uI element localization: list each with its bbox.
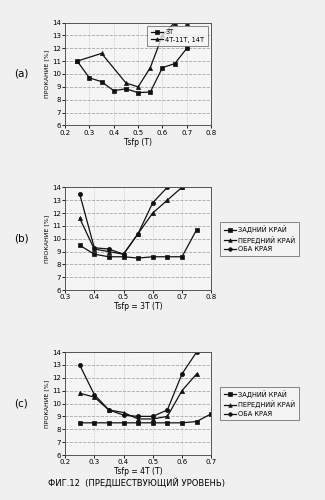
Line: ОБА КРАЯ: ОБА КРАЯ: [78, 350, 199, 418]
ОБА КРАЯ: [78, 190, 82, 196]
3T: [161, 64, 164, 70]
ПЕРЕДНИЙ КРАЙ: [195, 371, 199, 377]
4T-11T, 14T: [185, 20, 189, 26]
4T-11T, 14T: [136, 84, 140, 90]
ПЕРЕДНИЙ КРАЙ: [122, 410, 125, 416]
ЗАДНИЙ КРАЙ: [122, 420, 125, 426]
Text: ФИГ.12  (ПРЕДШЕСТВУЮЩИЙ УРОВЕНЬ): ФИГ.12 (ПРЕДШЕСТВУЮЩИЙ УРОВЕНЬ): [48, 478, 225, 488]
Line: 3T: 3T: [75, 46, 189, 94]
3T: [185, 45, 189, 51]
ЗАДНИЙ КРАЙ: [151, 254, 155, 260]
Y-axis label: ПРОКАНИЕ [%]: ПРОКАНИЕ [%]: [45, 214, 50, 263]
X-axis label: Tsfp = 4T (T): Tsfp = 4T (T): [114, 468, 162, 476]
Line: ЗАДНИЙ КРАЙ: ЗАДНИЙ КРАЙ: [78, 228, 199, 260]
ПЕРЕДНИЙ КРАЙ: [92, 394, 96, 400]
ЗАДНИЙ КРАЙ: [78, 420, 82, 426]
3T: [124, 86, 128, 92]
ОБА КРАЯ: [122, 412, 125, 418]
3T: [173, 60, 177, 66]
ЗАДНИЙ КРАЙ: [136, 420, 140, 426]
ЗАДНИЙ КРАЙ: [92, 420, 96, 426]
ОБА КРАЯ: [151, 414, 155, 420]
ЗАДНИЙ КРАЙ: [92, 251, 96, 257]
Text: (a): (a): [14, 69, 28, 79]
ПЕРЕДНИЙ КРАЙ: [165, 197, 169, 203]
Legend: ЗАДНИЙ КРАЙ, ПЕРЕДНИЙ КРАЙ, ОБА КРАЯ: ЗАДНИЙ КРАЙ, ПЕРЕДНИЙ КРАЙ, ОБА КРАЯ: [220, 222, 299, 256]
ПЕРЕДНИЙ КРАЙ: [180, 388, 184, 394]
Line: ЗАДНИЙ КРАЙ: ЗАДНИЙ КРАЙ: [78, 412, 213, 425]
Line: ПЕРЕДНИЙ КРАЙ: ПЕРЕДНИЙ КРАЙ: [78, 372, 199, 421]
ЗАДНИЙ КРАЙ: [180, 420, 184, 426]
ПЕРЕДНИЙ КРАЙ: [107, 407, 111, 413]
4T-11T, 14T: [148, 64, 152, 70]
Legend: 3T, 4T-11T, 14T: 3T, 4T-11T, 14T: [148, 26, 208, 46]
Text: (b): (b): [14, 234, 29, 244]
ЗАДНИЙ КРАЙ: [136, 255, 140, 261]
ОБА КРАЯ: [92, 245, 96, 251]
4T-11T, 14T: [99, 50, 103, 56]
3T: [99, 78, 103, 84]
ПЕРЕДНИЙ КРАЙ: [107, 248, 111, 254]
ЗАДНИЙ КРАЙ: [165, 420, 169, 426]
ЗАДНИЙ КРАЙ: [209, 411, 213, 417]
ЗАДНИЙ КРАЙ: [122, 254, 125, 260]
Text: (c): (c): [14, 398, 28, 408]
ПЕРЕДНИЙ КРАЙ: [122, 251, 125, 257]
ОБА КРАЯ: [165, 184, 169, 190]
Line: ПЕРЕДНИЙ КРАЙ: ПЕРЕДНИЙ КРАЙ: [78, 185, 184, 256]
ОБА КРАЯ: [180, 184, 184, 190]
ЗАДНИЙ КРАЙ: [180, 254, 184, 260]
Line: 4T-11T, 14T: 4T-11T, 14T: [75, 20, 189, 89]
X-axis label: Tsfp = 3T (T): Tsfp = 3T (T): [114, 302, 162, 312]
ЗАДНИЙ КРАЙ: [78, 242, 82, 248]
ОБА КРАЯ: [195, 349, 199, 355]
ОБА КРАЯ: [180, 371, 184, 377]
ОБА КРАЯ: [136, 414, 140, 420]
4T-11T, 14T: [161, 32, 164, 38]
Y-axis label: ПРОКАНИЕ [%]: ПРОКАНИЕ [%]: [45, 380, 50, 428]
3T: [75, 58, 79, 64]
X-axis label: Tsfp (T): Tsfp (T): [124, 138, 152, 146]
ЗАДНИЙ КРАЙ: [151, 420, 155, 426]
ПЕРЕДНИЙ КРАЙ: [151, 416, 155, 422]
ПЕРЕДНИЙ КРАЙ: [92, 246, 96, 252]
ОБА КРАЯ: [165, 407, 169, 413]
ЗАДНИЙ КРАЙ: [195, 418, 199, 424]
ОБА КРАЯ: [78, 362, 82, 368]
Line: ОБА КРАЯ: ОБА КРАЯ: [78, 185, 184, 256]
ОБА КРАЯ: [122, 251, 125, 257]
ЗАДНИЙ КРАЙ: [107, 254, 111, 260]
ЗАДНИЙ КРАЙ: [195, 226, 199, 232]
ЗАДНИЙ КРАЙ: [165, 254, 169, 260]
ПЕРЕДНИЙ КРАЙ: [136, 416, 140, 422]
ЗАДНИЙ КРАЙ: [107, 420, 111, 426]
ПЕРЕДНИЙ КРАЙ: [136, 230, 140, 236]
ПЕРЕДНИЙ КРАЙ: [78, 215, 82, 221]
ОБА КРАЯ: [151, 200, 155, 205]
ОБА КРАЯ: [107, 246, 111, 252]
3T: [136, 90, 140, 96]
3T: [112, 88, 116, 94]
Y-axis label: ПРОКАНИЕ [%]: ПРОКАНИЕ [%]: [45, 50, 50, 98]
ПЕРЕДНИЙ КРАЙ: [78, 390, 82, 396]
ОБА КРАЯ: [136, 230, 140, 236]
Legend: ЗАДНИЙ КРАЙ, ПЕРЕДНИЙ КРАЙ, ОБА КРАЯ: ЗАДНИЙ КРАЙ, ПЕРЕДНИЙ КРАЙ, ОБА КРАЯ: [220, 386, 299, 420]
3T: [148, 89, 152, 95]
ПЕРЕДНИЙ КРАЙ: [180, 184, 184, 190]
4T-11T, 14T: [124, 80, 128, 86]
ОБА КРАЯ: [107, 407, 111, 413]
4T-11T, 14T: [75, 58, 79, 64]
ПЕРЕДНИЙ КРАЙ: [165, 414, 169, 420]
3T: [87, 75, 91, 81]
4T-11T, 14T: [173, 20, 177, 26]
ОБА КРАЯ: [92, 392, 96, 398]
ПЕРЕДНИЙ КРАЙ: [151, 210, 155, 216]
